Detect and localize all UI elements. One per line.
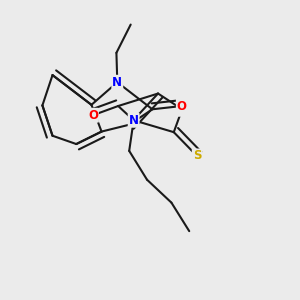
Text: S: S [178,103,186,116]
Text: N: N [112,76,122,89]
Text: O: O [88,109,98,122]
Text: N: N [129,114,139,127]
Text: O: O [177,100,187,112]
Text: S: S [193,149,201,162]
